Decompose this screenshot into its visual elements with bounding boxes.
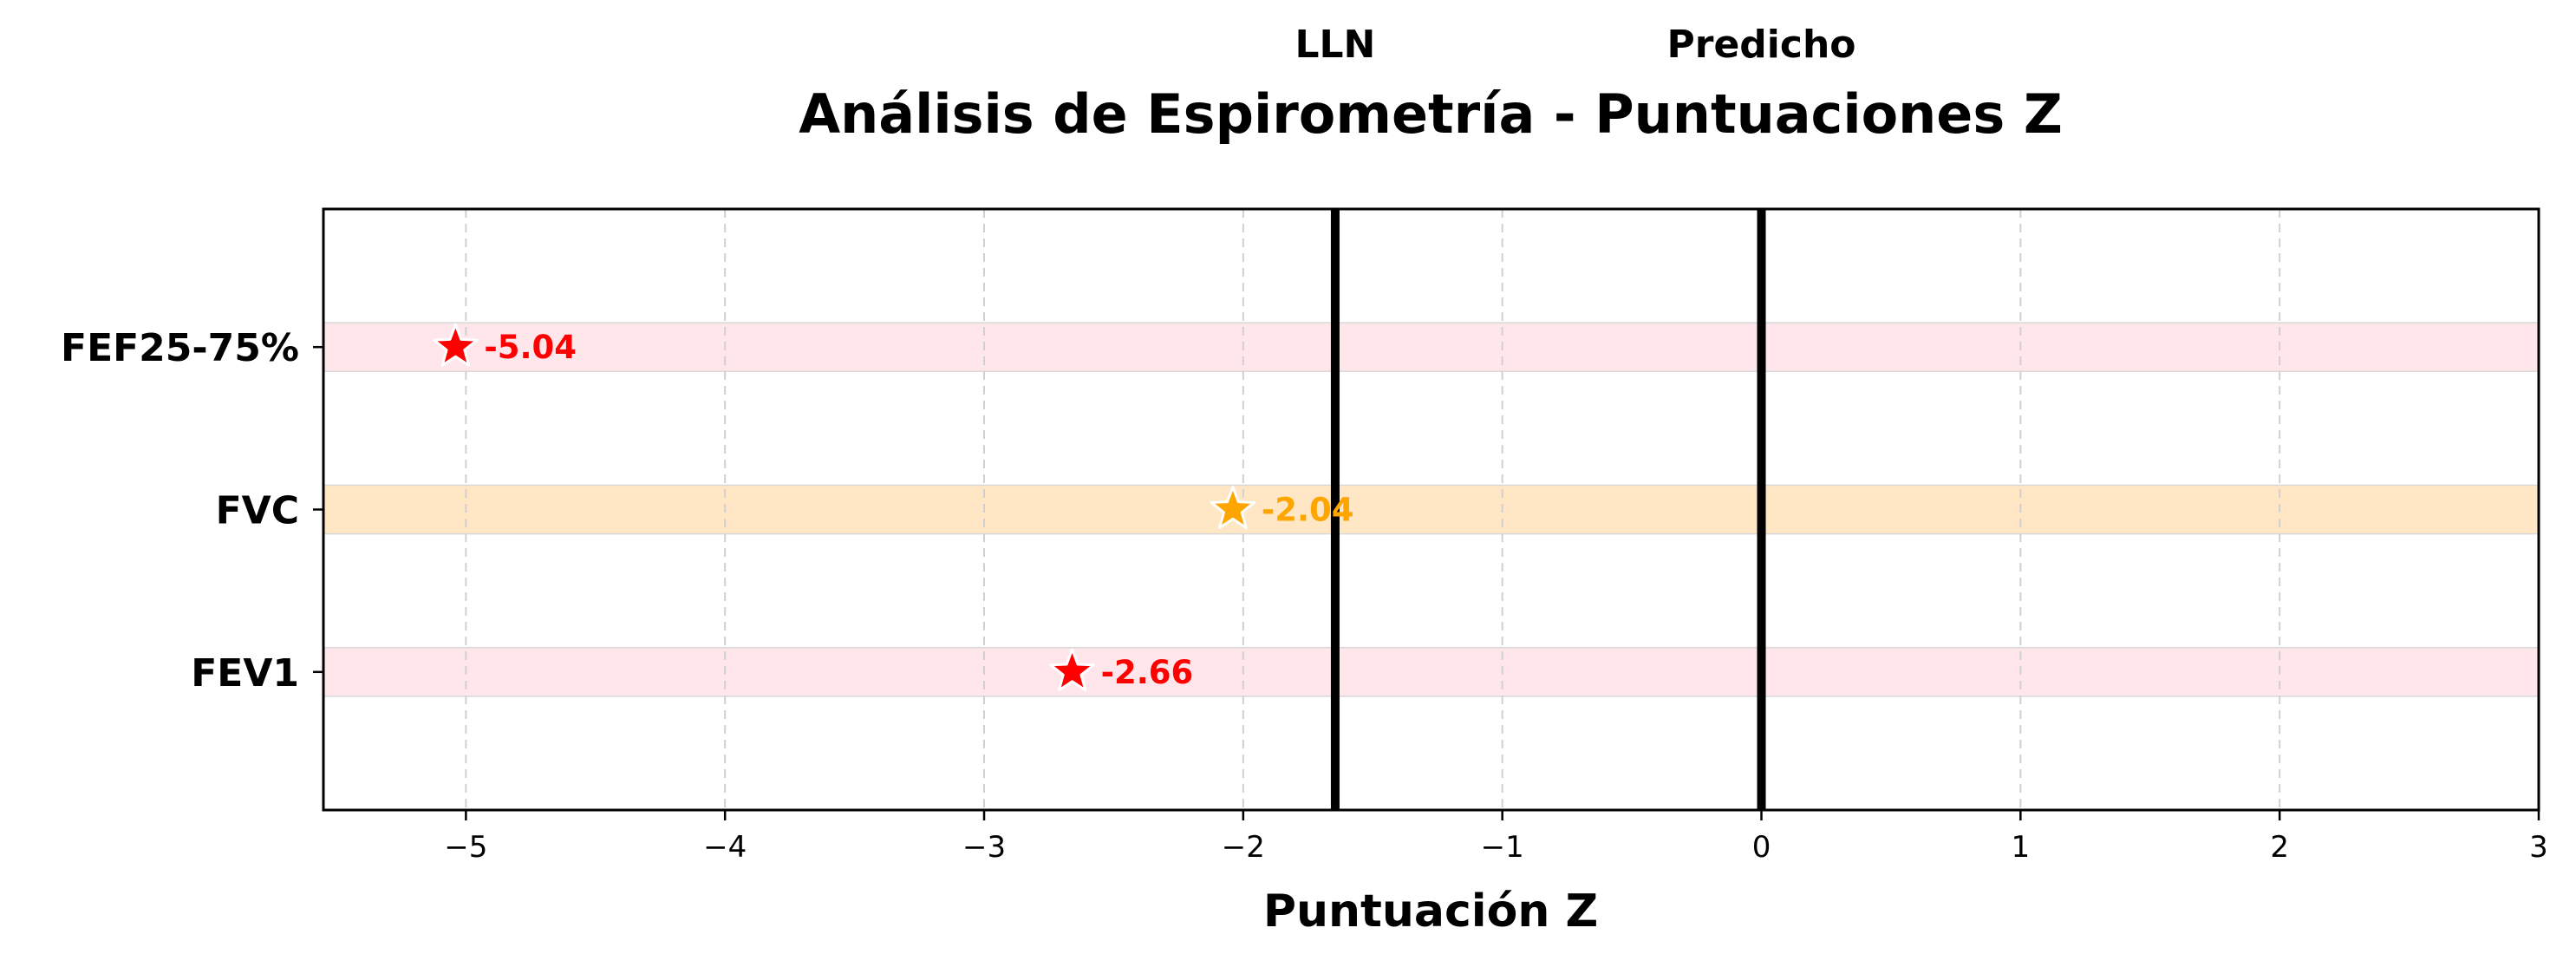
x-tick-label: 1: [2012, 830, 2031, 865]
y-tick-label: FEF25-75%: [61, 326, 299, 370]
data-point-star: [433, 323, 479, 367]
data-value-label: -5.04: [484, 329, 577, 366]
x-tick-label: −5: [444, 830, 487, 865]
reference-label-predicho: Predicho: [1667, 23, 1856, 67]
x-tick-label: −4: [703, 830, 747, 865]
x-tick-label: 0: [1752, 830, 1771, 865]
x-tick-label: −3: [962, 830, 1006, 865]
data-point-star: [1210, 486, 1256, 530]
category-band: [323, 322, 2540, 373]
x-axis-label: Puntuación Z: [1263, 885, 1598, 938]
category-band: [323, 646, 2540, 697]
x-tick-label: −1: [1481, 830, 1524, 865]
chart-title: Análisis de Espirometría - Puntuaciones …: [799, 82, 2063, 146]
data-point-star: [1049, 648, 1095, 692]
data-value-label: -2.04: [1262, 492, 1354, 529]
x-tick-label: 2: [2270, 830, 2289, 865]
x-tick-label: −2: [1222, 830, 1265, 865]
x-tick-label: 3: [2529, 830, 2548, 865]
reference-label-lln: LLN: [1295, 23, 1375, 67]
y-tick-label: FEV1: [191, 651, 299, 696]
y-tick-label: FVC: [216, 489, 299, 533]
data-value-label: -2.66: [1101, 654, 1194, 691]
category-band: [323, 484, 2540, 535]
